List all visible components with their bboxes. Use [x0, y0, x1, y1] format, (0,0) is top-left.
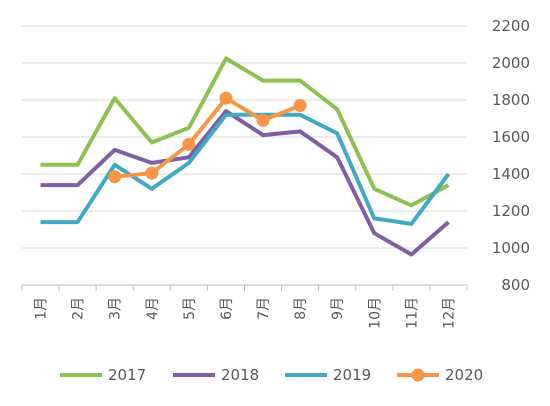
legend-marker — [411, 368, 425, 382]
x-tick-label: 2月 — [71, 297, 87, 320]
legend-item-2017: 2017 — [60, 366, 146, 384]
legend-label: 2019 — [333, 366, 371, 384]
x-tick-label: 4月 — [145, 297, 161, 320]
series-2020 — [108, 91, 307, 184]
series-2019 — [40, 112, 451, 226]
legend-label: 2017 — [108, 366, 146, 384]
data-point — [219, 91, 233, 105]
series-line-2018 — [40, 109, 450, 257]
series-line-2017 — [40, 56, 450, 208]
series-lines — [40, 56, 451, 257]
y-tick-label: 1400 — [492, 165, 530, 183]
data-point — [256, 113, 270, 127]
x-tick-label: 1月 — [34, 297, 50, 320]
y-tick-label: 1800 — [492, 91, 530, 109]
y-tick-label: 1600 — [492, 128, 530, 146]
legend: 2017 2018 2019 2020 — [60, 366, 483, 384]
x-tick-label: 10月 — [367, 297, 383, 329]
y-tick-label: 1200 — [492, 202, 530, 220]
gridlines — [22, 25, 467, 286]
y-tick-label: 800 — [501, 276, 530, 294]
x-tick-label: 6月 — [219, 297, 235, 320]
x-tick-label: 7月 — [256, 297, 272, 320]
x-tick-label: 8月 — [293, 297, 309, 320]
y-tick-label: 2200 — [492, 17, 530, 35]
x-tick-label: 12月 — [441, 297, 457, 329]
legend-item-2018: 2018 — [173, 366, 259, 384]
x-tick-label: 11月 — [404, 297, 420, 329]
data-point — [182, 137, 196, 151]
x-tick-label: 5月 — [182, 297, 198, 320]
series-line-2019 — [40, 112, 451, 226]
x-tick-label: 3月 — [108, 297, 124, 320]
series-2018 — [40, 109, 450, 257]
series-2017 — [40, 56, 450, 208]
legend-label: 2018 — [221, 366, 259, 384]
x-tick-label: 9月 — [330, 297, 346, 320]
x-axis: 1月 2月 3月 4月 5月 6月 7月 8月 9月 10月 11月 12月 — [21, 285, 468, 329]
data-point — [108, 170, 122, 184]
data-point — [293, 99, 307, 113]
data-point — [145, 166, 159, 180]
legend-item-2020: 2020 — [397, 366, 483, 384]
legend-item-2019: 2019 — [285, 366, 371, 384]
legend-label: 2020 — [445, 366, 483, 384]
y-tick-label: 1000 — [492, 239, 530, 257]
y-tick-label: 2000 — [492, 54, 530, 72]
y-axis: 800 1000 1200 1400 1600 1800 2000 2200 — [492, 17, 530, 294]
